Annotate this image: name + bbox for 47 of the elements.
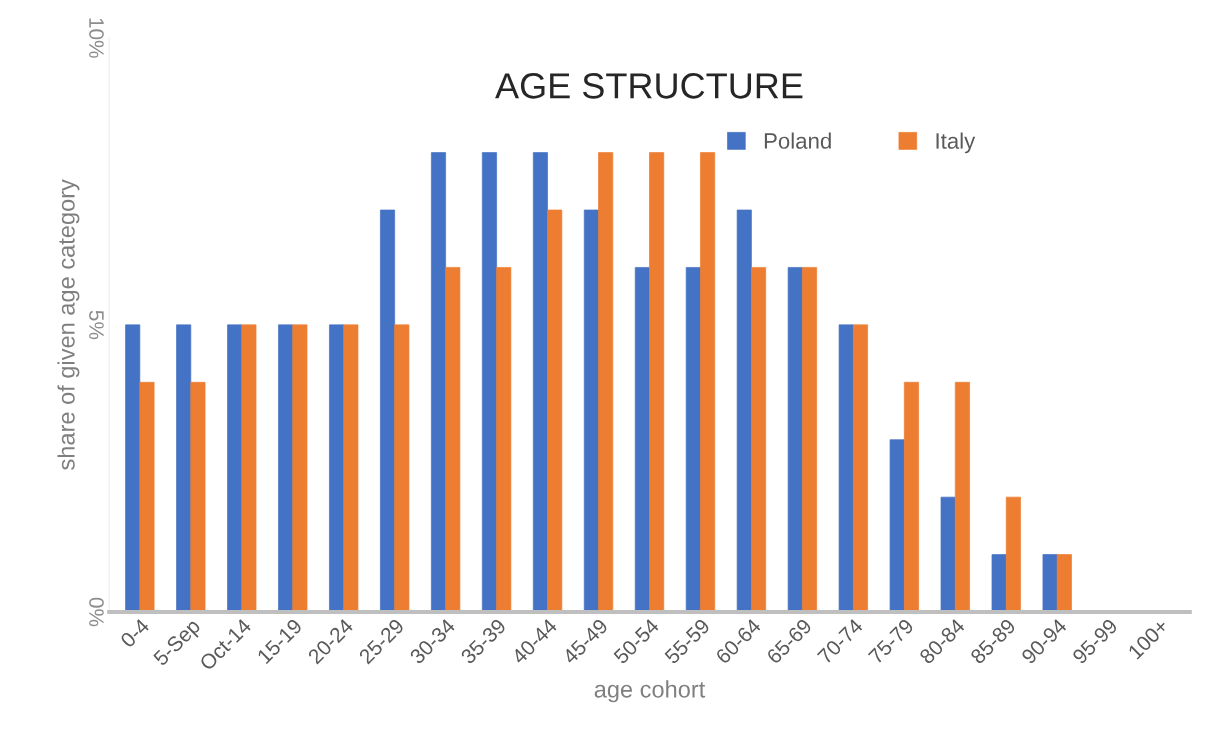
bar <box>736 209 752 612</box>
bar <box>139 381 155 612</box>
bar <box>227 324 243 612</box>
bar <box>991 554 1007 612</box>
bar <box>292 324 308 612</box>
bar <box>176 324 192 612</box>
x-axis-title: age cohort <box>594 680 706 703</box>
bar <box>547 209 563 612</box>
bar <box>838 324 854 612</box>
bar <box>431 152 446 612</box>
y-tick-label: 5% <box>89 310 104 340</box>
bar <box>787 267 803 612</box>
bar <box>343 324 359 612</box>
bar <box>496 267 512 612</box>
bar <box>532 152 548 612</box>
x-tick-label: 0-4 <box>119 617 151 649</box>
bar <box>903 381 919 612</box>
bar <box>940 496 956 612</box>
y-tick-label: 0% <box>89 597 104 627</box>
legend-label: Poland <box>764 132 831 149</box>
bar <box>278 324 294 612</box>
y-axis-title: share of given age category <box>57 179 80 470</box>
bar <box>954 381 970 612</box>
bar <box>125 324 141 612</box>
bar <box>889 439 905 612</box>
bar <box>583 209 599 612</box>
bar <box>853 324 868 612</box>
bar <box>751 267 767 612</box>
bar <box>649 152 665 612</box>
legend-label: Italy <box>936 132 976 154</box>
bar <box>700 152 716 612</box>
bar <box>1005 496 1021 612</box>
bar <box>481 152 497 612</box>
bar <box>1056 554 1072 612</box>
text: AGE STRUCTURE <box>495 73 803 99</box>
bar <box>241 324 257 612</box>
bar <box>380 209 396 612</box>
bar <box>634 267 650 612</box>
bar <box>445 267 461 612</box>
y-tick-label: 10% <box>89 18 104 58</box>
bar <box>1042 554 1058 612</box>
bar <box>394 324 410 612</box>
bar <box>190 381 206 612</box>
bar <box>598 152 614 612</box>
bar <box>685 267 701 612</box>
bar <box>802 267 818 612</box>
bar <box>329 324 345 612</box>
